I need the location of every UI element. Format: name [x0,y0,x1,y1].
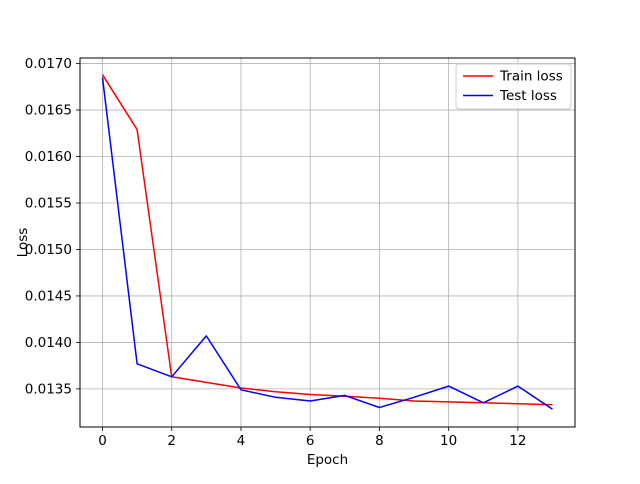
y-tick-label: 0.0145 [25,288,72,304]
series-line-train-loss [101,74,553,406]
x-tick-label: 12 [509,433,526,449]
y-tick-label: 0.0165 [25,103,72,119]
x-tick-label: 10 [440,433,457,449]
y-tick-label: 0.0150 [25,242,72,258]
x-tick-label: 8 [375,433,384,449]
x-tick-label: 0 [98,433,107,449]
y-axis-label: Loss [15,228,31,258]
y-tick-label: 0.0140 [25,335,72,351]
x-tick-label: 6 [306,433,315,449]
y-tick-label: 0.0155 [25,195,72,211]
y-tick-label: 0.0160 [25,149,72,165]
y-tick-label: 0.0135 [25,381,72,397]
x-tick-label: 2 [167,433,176,449]
x-tick-label: 4 [237,433,246,449]
series-line-test-loss [101,77,553,410]
x-axis-label: Epoch [307,452,348,468]
axes-spines [79,57,576,428]
legend-label: Test loss [499,88,557,104]
legend-label: Train loss [499,69,563,85]
y-tick-label: 0.0170 [25,56,72,72]
